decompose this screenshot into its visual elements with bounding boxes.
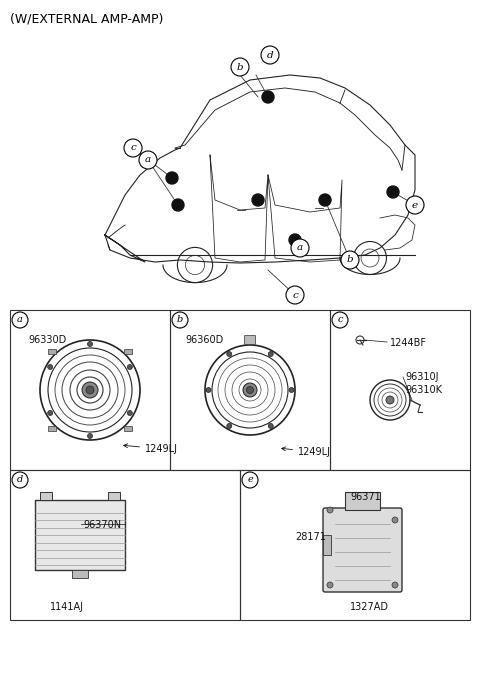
Text: b: b: [177, 316, 183, 324]
Bar: [40, 492, 52, 500]
Circle shape: [227, 423, 232, 429]
Text: b: b: [237, 63, 243, 71]
Bar: [48, 349, 56, 354]
Circle shape: [319, 194, 331, 206]
Text: 96330D: 96330D: [28, 335, 66, 345]
Circle shape: [127, 411, 132, 415]
Circle shape: [86, 386, 94, 394]
Circle shape: [289, 388, 294, 392]
Circle shape: [166, 172, 178, 184]
Bar: [48, 426, 56, 431]
Circle shape: [139, 151, 157, 169]
Text: d: d: [17, 476, 23, 485]
Circle shape: [406, 196, 424, 214]
Circle shape: [87, 341, 93, 347]
Circle shape: [268, 351, 273, 357]
Circle shape: [247, 386, 253, 394]
Bar: [330, 310, 470, 470]
Text: c: c: [130, 143, 136, 153]
Circle shape: [386, 396, 394, 404]
Circle shape: [392, 517, 398, 523]
Bar: [240, 470, 470, 620]
Bar: [108, 492, 120, 500]
Circle shape: [242, 472, 258, 488]
Circle shape: [261, 46, 279, 64]
Bar: [170, 310, 330, 470]
Text: a: a: [297, 244, 303, 252]
Text: 96371: 96371: [350, 492, 381, 502]
Text: d: d: [267, 50, 273, 59]
Text: 96360D: 96360D: [185, 335, 223, 345]
Circle shape: [227, 351, 232, 357]
Text: b: b: [347, 256, 353, 264]
Text: 1327AD: 1327AD: [350, 602, 389, 612]
Circle shape: [127, 365, 132, 369]
Circle shape: [332, 312, 348, 328]
FancyBboxPatch shape: [323, 508, 402, 592]
Circle shape: [252, 194, 264, 206]
Bar: [323, 535, 331, 555]
Bar: [35, 500, 125, 570]
Bar: [124, 349, 132, 354]
Circle shape: [243, 383, 257, 397]
Bar: [72, 570, 88, 578]
Circle shape: [387, 186, 399, 198]
Bar: [345, 492, 380, 510]
Circle shape: [392, 582, 398, 588]
Text: (W/EXTERNAL AMP-AMP): (W/EXTERNAL AMP-AMP): [10, 12, 163, 25]
Circle shape: [268, 423, 273, 429]
FancyBboxPatch shape: [244, 336, 255, 345]
Text: e: e: [412, 201, 418, 209]
Text: 28171: 28171: [295, 532, 326, 542]
Text: c: c: [337, 316, 343, 324]
Circle shape: [206, 388, 211, 392]
Text: c: c: [292, 291, 298, 299]
Text: 96310K: 96310K: [405, 385, 442, 395]
Circle shape: [48, 411, 53, 415]
Circle shape: [172, 199, 184, 211]
Circle shape: [124, 139, 142, 157]
Bar: [10, 310, 170, 470]
Circle shape: [291, 239, 309, 257]
Circle shape: [341, 251, 359, 269]
Circle shape: [231, 58, 249, 76]
Circle shape: [87, 433, 93, 439]
Text: e: e: [247, 476, 253, 485]
Text: 96370N: 96370N: [83, 520, 121, 530]
Text: 1141AJ: 1141AJ: [50, 602, 84, 612]
Circle shape: [262, 91, 274, 103]
Circle shape: [12, 472, 28, 488]
Circle shape: [172, 312, 188, 328]
Bar: [10, 470, 240, 620]
Circle shape: [289, 234, 301, 246]
Text: 96310J: 96310J: [405, 372, 439, 382]
Bar: [124, 426, 132, 431]
Text: 1249LJ: 1249LJ: [124, 444, 178, 454]
Text: a: a: [145, 155, 151, 164]
Circle shape: [327, 582, 333, 588]
Circle shape: [286, 286, 304, 304]
Circle shape: [48, 365, 53, 369]
Circle shape: [327, 507, 333, 513]
Text: 1244BF: 1244BF: [390, 338, 427, 348]
Text: a: a: [17, 316, 23, 324]
Circle shape: [82, 382, 98, 398]
Text: 1249LJ: 1249LJ: [282, 447, 331, 457]
Circle shape: [12, 312, 28, 328]
